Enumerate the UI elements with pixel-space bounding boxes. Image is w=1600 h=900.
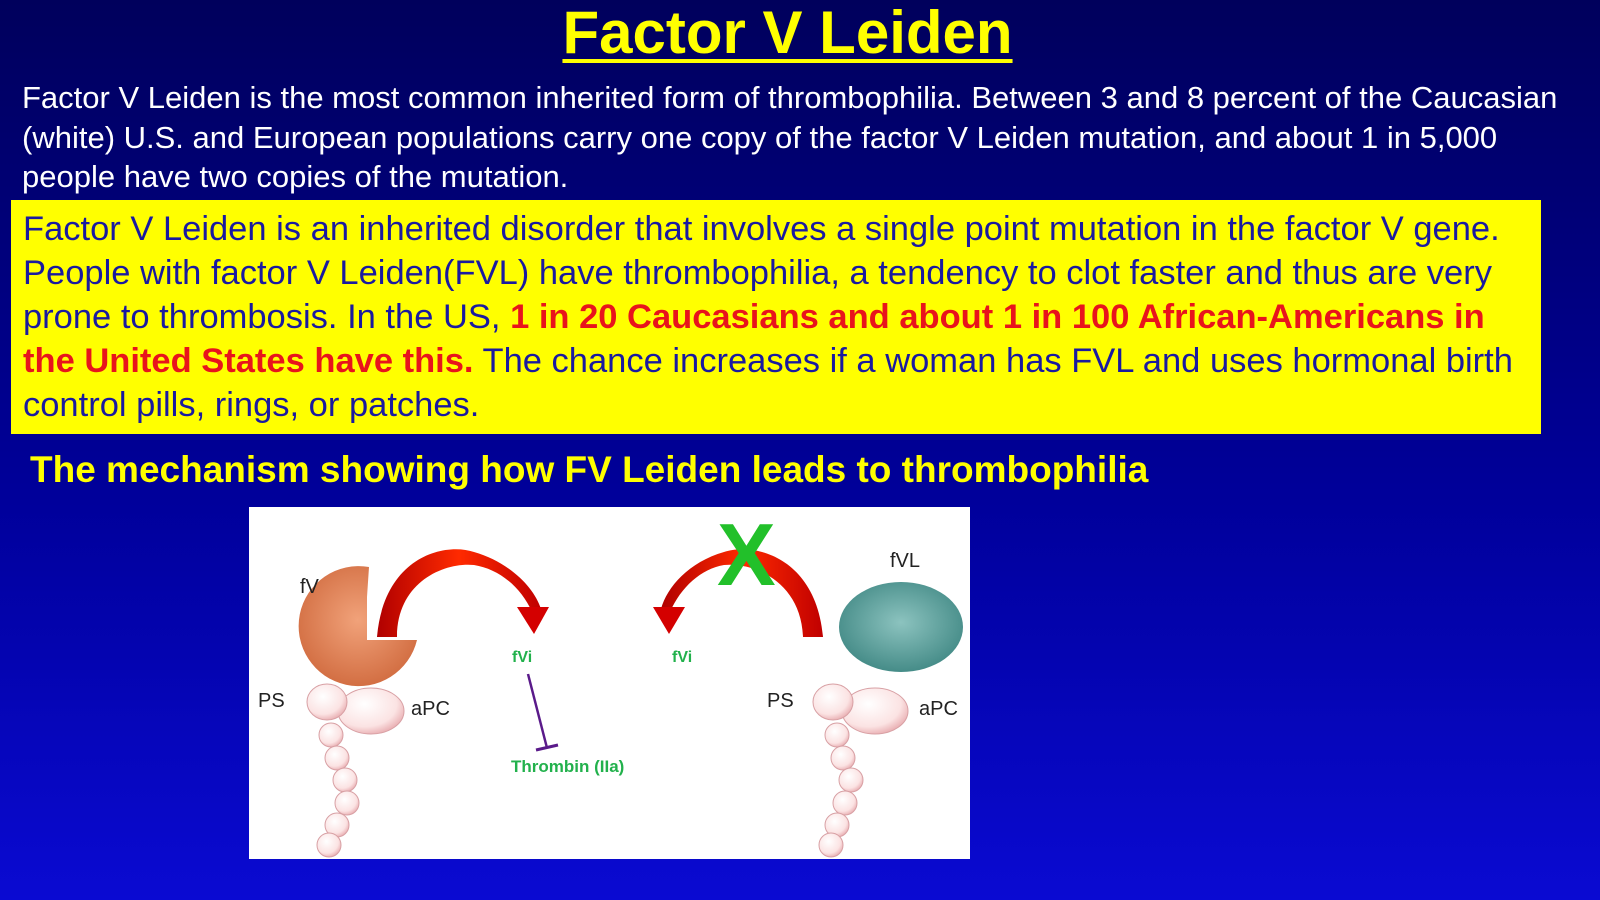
inhibition-bar	[535, 743, 559, 752]
fvl-protein	[839, 582, 963, 672]
ps-label-right: PS	[767, 690, 794, 712]
cleavage-arrow-right	[661, 549, 823, 637]
fvi-label-left: fVi	[512, 649, 532, 666]
arrow-head-left	[517, 607, 549, 634]
fvl-label: fVL	[890, 550, 920, 572]
apc-bead-left	[337, 687, 405, 735]
inhibition-line	[526, 673, 549, 749]
ps-label-left: PS	[258, 690, 285, 712]
mechanism-figure: fV PS aPC fVi Thrombin (IIa) X	[249, 507, 970, 859]
fv-label: fV	[300, 576, 320, 598]
mechanism-heading: The mechanism showing how FV Leiden lead…	[30, 449, 1149, 490]
left-panel: fV PS aPC fVi Thrombin (IIa)	[258, 549, 624, 858]
box-text-part1: Factor V Leiden is an inherited disorder…	[23, 210, 1500, 336]
box-text-highlight: 1 in 20 Caucasians and about 1 in 100 Af…	[23, 298, 1485, 380]
slide-title: Factor V Leiden	[562, 0, 1013, 66]
fv-protein	[298, 566, 417, 687]
cleavage-arrow-left	[377, 549, 541, 637]
apc-label-right: aPC	[919, 698, 958, 720]
block-x-icon: X	[717, 507, 776, 604]
thrombin-label: Thrombin (IIa)	[511, 757, 624, 776]
fvi-label-right: fVi	[672, 649, 692, 666]
intro-paragraph: Factor V Leiden is the most common inher…	[22, 80, 1558, 194]
highlight-box: Factor V Leiden is an inherited disorder…	[11, 200, 1541, 434]
ps-bead-left	[306, 683, 348, 721]
apc-label-left: aPC	[411, 698, 450, 720]
ps-bead-right	[812, 683, 854, 721]
box-text-part2: The chance increases if a woman has FVL …	[23, 342, 1513, 424]
arrow-head-right	[653, 607, 685, 634]
right-panel: X fVL fVi PS aPC	[653, 507, 963, 858]
